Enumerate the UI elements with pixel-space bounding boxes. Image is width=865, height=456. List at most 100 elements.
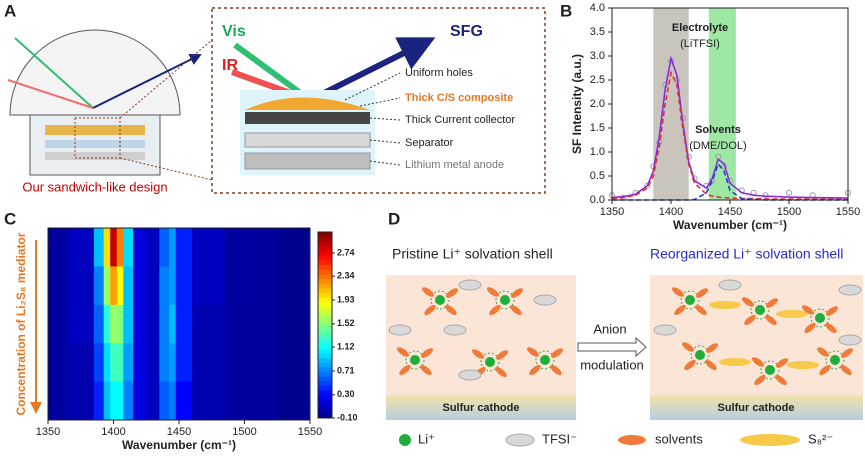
colorbar-step: [318, 385, 332, 391]
cell: [48, 228, 69, 267]
y-tick-label: 3.5: [590, 26, 605, 38]
cell: [224, 343, 278, 383]
anion: [838, 334, 862, 346]
cell: [103, 304, 111, 344]
series-line: [611, 70, 849, 201]
cell: [67, 228, 95, 267]
cell: [110, 304, 118, 344]
cell: [123, 381, 134, 421]
cell: [192, 343, 226, 383]
annotation: (LiTFSI): [680, 38, 720, 50]
cell: [93, 266, 105, 306]
colorbar-step: [318, 408, 332, 414]
colorbar-step: [318, 348, 332, 354]
cell: [133, 381, 147, 421]
colorbar-step: [318, 366, 332, 372]
anion: [533, 294, 557, 306]
x-tick-label: 1450: [718, 206, 742, 218]
cell: [146, 266, 160, 306]
cell: [48, 381, 69, 421]
cell: [169, 381, 177, 421]
cell: [93, 228, 105, 267]
colorbar-label: -0.10: [337, 412, 358, 422]
cell: [159, 228, 170, 267]
cell: [67, 343, 95, 383]
zoom-box: [74, 117, 121, 159]
caption: Our sandwich-like design: [22, 179, 167, 194]
colorbar-step: [318, 297, 332, 303]
cell: [169, 304, 177, 344]
cell: [169, 343, 177, 383]
layer-label: Lithium metal anode: [405, 159, 504, 171]
cell: [192, 381, 226, 421]
annotation: (DME/DOL): [689, 140, 746, 152]
beam-label: IR: [222, 57, 238, 74]
layer: [45, 125, 145, 135]
beam: [92, 54, 202, 109]
x-tick-label: 1400: [101, 426, 125, 438]
colorbar-step: [318, 236, 332, 242]
leaders: [344, 72, 401, 166]
cell: [93, 381, 105, 421]
colorbar-step: [318, 315, 332, 321]
colorbar-step: [318, 301, 332, 307]
cell: [175, 304, 193, 344]
cell: [123, 228, 134, 267]
cathode: [650, 395, 863, 420]
cathode-label: Sulfur cathode: [717, 402, 794, 414]
cell: [277, 343, 311, 383]
layer-label: Thick Current collector: [405, 114, 515, 126]
cell: [192, 304, 226, 344]
legend-label: S₈²⁻: [808, 431, 833, 446]
cell: [67, 304, 95, 344]
cell: [133, 228, 147, 267]
colorbar-step: [318, 264, 332, 270]
band: [653, 8, 689, 200]
x-tick-label: 1350: [600, 206, 624, 218]
cell: [146, 304, 160, 344]
colorbar-step: [318, 245, 332, 252]
layer: [45, 152, 145, 160]
anion: [443, 324, 467, 336]
panel-title: Reorganized Li⁺ solvation shell: [650, 246, 843, 262]
colorbar-step: [318, 404, 332, 410]
x-tick-label: 1550: [836, 206, 860, 218]
y-tick-label: 0.0: [590, 194, 605, 206]
cell: [116, 304, 124, 344]
y-axis-label: SF Intensity (a.u.): [570, 54, 584, 154]
x-tick-label: 1350: [36, 426, 60, 438]
cell: [110, 266, 118, 306]
cell: [48, 304, 69, 344]
colorbar-step: [318, 287, 332, 293]
cell: [123, 304, 134, 344]
anion: [458, 279, 482, 291]
colorbar-label: 0.30: [337, 389, 355, 399]
marker: [786, 189, 792, 196]
cell: [146, 228, 160, 267]
layer-label: Thick C/S composite: [405, 92, 513, 104]
y-tick-label: 1.5: [590, 122, 605, 134]
chart-b: 0.0 0.5 1.0 1.5 2.0 2.5 3.0 3.5 4.0 1350 1400 1450 1…: [570, 2, 860, 232]
colorbar-step: [318, 255, 332, 261]
y-tick-label: 2.0: [590, 98, 605, 110]
cell: [277, 266, 311, 306]
cell: [116, 228, 124, 267]
layer-label: Uniform holes: [405, 67, 473, 79]
colorbar-step: [318, 278, 332, 284]
colorbar-step: [318, 390, 332, 396]
beam: [14, 37, 94, 109]
cell: [116, 343, 124, 383]
collector: [245, 112, 370, 124]
cell: [159, 266, 170, 306]
cell: [224, 381, 278, 421]
colorbar-step: [318, 362, 332, 368]
cell: [159, 343, 170, 383]
beam-label: Vis: [222, 23, 246, 40]
cell: [133, 266, 147, 306]
plot-frame: [611, 7, 849, 201]
x-tick-label: 1500: [777, 206, 801, 218]
colorbar-step: [318, 325, 332, 331]
y-tick-label: 3.0: [590, 50, 605, 62]
cell: [110, 343, 118, 383]
